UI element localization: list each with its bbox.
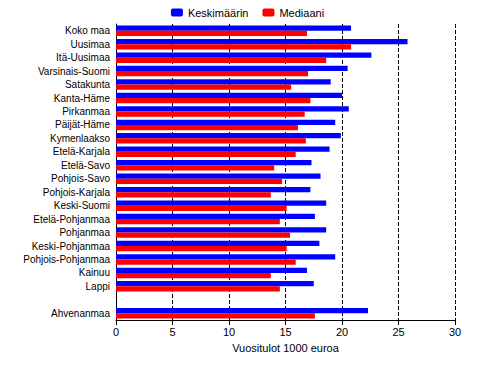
svg-text:Etelä-Karjala: Etelä-Karjala [53, 146, 111, 157]
svg-text:Pohjois-Pohjanmaa: Pohjois-Pohjanmaa [23, 254, 110, 265]
svg-text:10: 10 [223, 326, 235, 338]
svg-text:Lappi: Lappi [86, 281, 110, 292]
svg-text:Mediaani: Mediaani [279, 7, 324, 19]
svg-text:0: 0 [113, 326, 119, 338]
svg-text:Itä-Uusimaa: Itä-Uusimaa [56, 52, 110, 63]
svg-text:Etelä-Savo: Etelä-Savo [61, 160, 110, 171]
svg-text:20: 20 [336, 326, 348, 338]
svg-text:Keskimäärin: Keskimäärin [188, 7, 249, 19]
svg-text:Pohjois-Karjala: Pohjois-Karjala [43, 187, 111, 198]
svg-text:15: 15 [279, 326, 291, 338]
svg-text:Uusimaa: Uusimaa [71, 39, 111, 50]
svg-text:Pohjois-Savo: Pohjois-Savo [51, 173, 110, 184]
svg-text:Satakunta: Satakunta [65, 79, 110, 90]
svg-text:Kymenlaakso: Kymenlaakso [50, 133, 110, 144]
svg-text:Etelä-Pohjanmaa: Etelä-Pohjanmaa [33, 214, 110, 225]
svg-text:Pirkanmaa: Pirkanmaa [62, 106, 110, 117]
svg-text:Keski-Suomi: Keski-Suomi [54, 200, 110, 211]
svg-text:30: 30 [449, 326, 461, 338]
svg-text:Koko maa: Koko maa [65, 25, 110, 36]
svg-text:Varsinais-Suomi: Varsinais-Suomi [38, 66, 110, 77]
svg-text:Vuositulot 1000 euroa: Vuositulot 1000 euroa [232, 342, 339, 354]
svg-text:Keski-Pohjanmaa: Keski-Pohjanmaa [32, 241, 111, 252]
svg-text:Pohjanmaa: Pohjanmaa [59, 227, 110, 238]
svg-text:Ahvenanmaa: Ahvenanmaa [51, 308, 110, 319]
svg-text:Kanta-Häme: Kanta-Häme [54, 93, 111, 104]
svg-text:5: 5 [169, 326, 175, 338]
svg-text:Päijät-Häme: Päijät-Häme [55, 119, 110, 130]
svg-text:Kainuu: Kainuu [79, 267, 110, 278]
svg-text:25: 25 [392, 326, 404, 338]
